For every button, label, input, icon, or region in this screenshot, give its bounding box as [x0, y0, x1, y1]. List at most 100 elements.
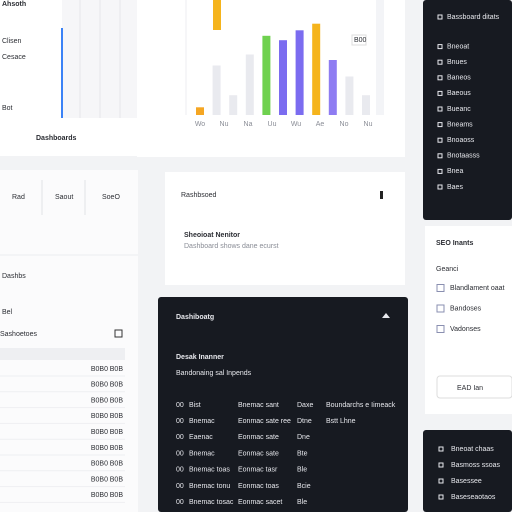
- icon: [437, 168, 443, 174]
- cell: B0B: [110, 492, 124, 499]
- cell: Dtne: [297, 418, 312, 425]
- subtitle: Desak Inanner: [176, 354, 224, 361]
- heading: Dashbs: [2, 273, 26, 280]
- x-label: Nu: [220, 121, 229, 128]
- item: Baseseaotaos: [451, 494, 496, 501]
- cell: Bstt Lhne: [326, 418, 356, 425]
- item: Cesace: [2, 54, 26, 61]
- option: Blandlament oaat: [450, 285, 505, 292]
- cell: B0B: [110, 413, 124, 420]
- bar: [312, 23, 321, 116]
- monitor-card: [165, 172, 405, 285]
- item: Basessee: [451, 478, 482, 485]
- cell: 00: [176, 467, 184, 474]
- cell: Dne: [297, 434, 310, 441]
- icon: [437, 122, 443, 128]
- option: Vadonses: [450, 326, 481, 333]
- label: Bel: [2, 309, 13, 316]
- cell: Bte: [297, 450, 308, 457]
- bar: [229, 95, 238, 115]
- cell: B0B: [110, 366, 124, 373]
- x-label: No: [340, 121, 349, 128]
- cell: 00: [176, 402, 184, 409]
- item: Baes: [447, 184, 463, 191]
- item: Bneoat: [447, 43, 469, 50]
- cell: Bnemac tonu: [189, 483, 230, 490]
- bar: [212, 65, 221, 115]
- bar: [345, 76, 354, 115]
- bar: [279, 40, 287, 116]
- cell: B0B0: [91, 366, 108, 373]
- item: Bneoat chaas: [451, 446, 494, 453]
- cell: B0B: [110, 429, 124, 436]
- bar: [196, 107, 204, 115]
- tab: Rad: [12, 194, 25, 201]
- cell: 00: [176, 499, 184, 506]
- right-dark-card: [423, 0, 512, 220]
- checkbox[interactable]: [436, 304, 445, 313]
- button[interactable]: [436, 375, 512, 399]
- cell: B0B: [110, 476, 124, 483]
- bar: [262, 35, 271, 115]
- cell: B0B0: [91, 413, 108, 420]
- icon: [438, 494, 444, 500]
- item: Bnea: [447, 168, 463, 175]
- item: Bueanc: [447, 106, 471, 113]
- cell: Ble: [297, 499, 307, 506]
- subtitle: Dashboard shows dane ecurst: [184, 243, 279, 250]
- cell: Eonmac sate: [238, 450, 279, 457]
- item: Baneos: [447, 75, 471, 82]
- label: Geanci: [436, 266, 459, 273]
- item: Baeous: [447, 90, 471, 97]
- icon: [437, 14, 443, 20]
- cell: Bnemac toas: [189, 467, 230, 474]
- item: Bnues: [447, 59, 467, 66]
- tab: SoeO: [102, 194, 120, 201]
- cell: Bnemac: [189, 418, 215, 425]
- footer: Dashboards: [36, 135, 77, 142]
- x-label: Wo: [195, 121, 205, 128]
- cell: 00: [176, 434, 184, 441]
- item: Bnotaasss: [447, 153, 480, 160]
- small: Bot: [2, 105, 13, 112]
- button-label[interactable]: EAD Ian: [457, 385, 483, 392]
- item: Basmoss ssoas: [451, 462, 501, 469]
- cell: Bnemac: [189, 450, 215, 457]
- cell: 00: [176, 450, 184, 457]
- option: Bandoses: [450, 305, 482, 312]
- cell: Eonmac sate: [238, 434, 279, 441]
- item: Bassboard ditats: [447, 14, 500, 21]
- row: Sashoetoes: [0, 331, 37, 338]
- icon: [437, 44, 443, 50]
- icon: [438, 462, 444, 468]
- icon: [437, 184, 443, 190]
- badge-text: B00: [354, 37, 367, 44]
- checkbox[interactable]: [436, 325, 445, 333]
- cell: 00: [176, 418, 184, 425]
- title: Dashiboatg: [176, 314, 214, 321]
- icon: [437, 137, 443, 143]
- table-header: [0, 348, 125, 360]
- icon: [382, 313, 390, 318]
- cell: B0B0: [91, 461, 108, 468]
- icon: [437, 90, 443, 96]
- cell: Bist: [189, 402, 201, 409]
- cell: Eaenac: [189, 434, 213, 441]
- cell: Bnemac tosac: [189, 499, 234, 506]
- cell: Boundarchs e Iimeack: [326, 402, 396, 409]
- cell: Daxe: [297, 402, 313, 409]
- icon: [437, 106, 443, 112]
- grid: [376, 0, 384, 115]
- bar: [295, 30, 304, 115]
- checkbox[interactable]: [436, 284, 445, 292]
- icon: [437, 153, 443, 159]
- cell: B0B0: [91, 492, 108, 499]
- bar: [245, 54, 254, 115]
- bar-top: [213, 0, 221, 30]
- tab: Saout: [55, 194, 73, 201]
- cell: B0B0: [91, 476, 108, 483]
- title: Sheoioat Nenitor: [184, 232, 240, 239]
- cell: B0B0: [91, 382, 108, 389]
- icon: [437, 59, 443, 65]
